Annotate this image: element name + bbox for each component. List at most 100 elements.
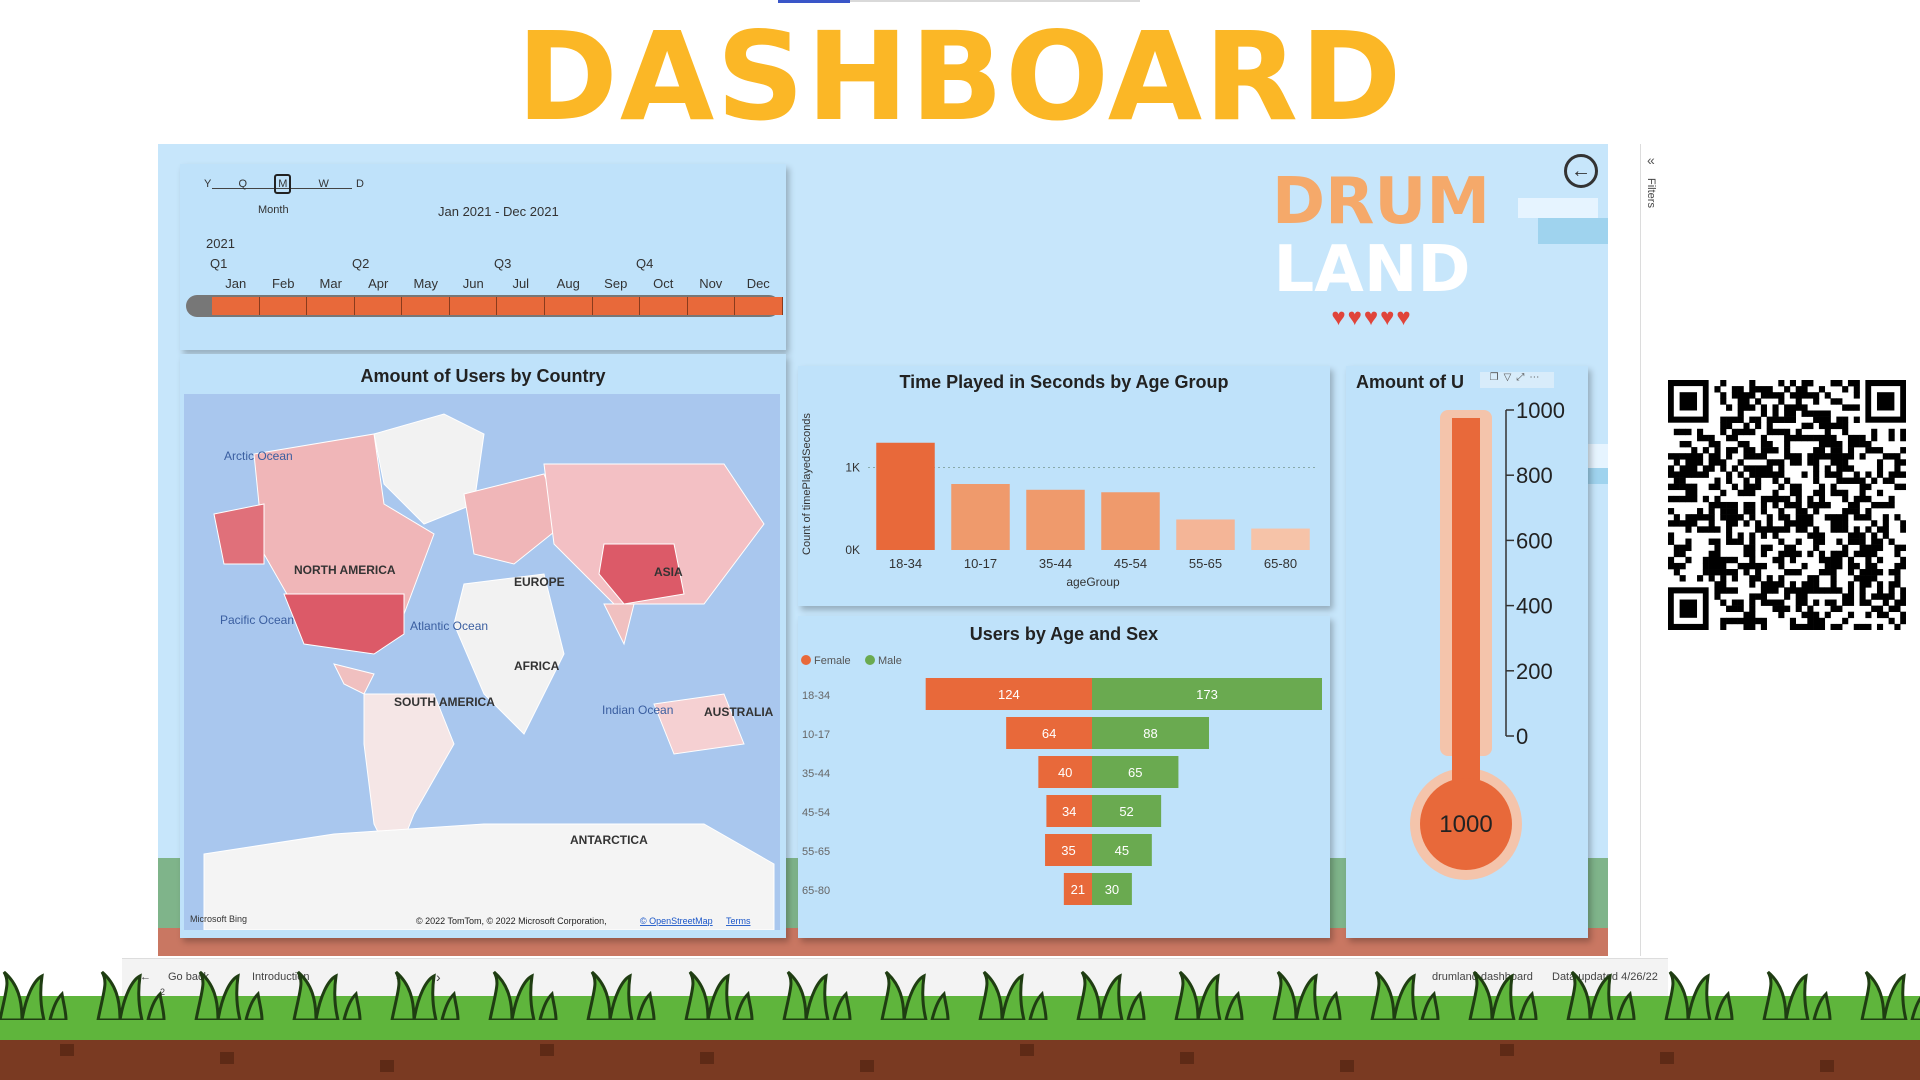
- granularity-q[interactable]: Q: [238, 178, 248, 190]
- qr-module: [1813, 544, 1820, 552]
- qr-module: [1853, 404, 1860, 411]
- qr-module: [1749, 593, 1756, 600]
- qr-module: [1685, 465, 1692, 472]
- female-bar[interactable]: [1046, 795, 1092, 827]
- qr-module: [1807, 532, 1814, 539]
- qr-module: [1836, 520, 1843, 527]
- male-bar[interactable]: [1092, 795, 1162, 827]
- timeline-selection[interactable]: [212, 297, 783, 315]
- qr-module: [1842, 477, 1849, 484]
- collapse-chevron-icon[interactable]: «: [1647, 152, 1655, 168]
- page-name[interactable]: Introduction: [252, 971, 310, 983]
- qr-module: [1731, 569, 1738, 576]
- qr-module: [1865, 471, 1872, 478]
- terms-link[interactable]: Terms: [726, 916, 751, 926]
- qr-module: [1755, 386, 1762, 393]
- qr-module: [1813, 434, 1820, 442]
- bar[interactable]: [951, 484, 1010, 550]
- filters-label[interactable]: Filters: [1645, 178, 1657, 208]
- qr-module: [1731, 520, 1738, 527]
- thermometer-fill[interactable]: [1452, 418, 1480, 804]
- region-usa[interactable]: [283, 593, 405, 655]
- qr-module: [1778, 380, 1785, 387]
- go-back-link[interactable]: Go back: [168, 971, 209, 983]
- male-bar[interactable]: [1092, 678, 1322, 710]
- region-china[interactable]: [598, 543, 685, 605]
- world-map[interactable]: Arctic Ocean NORTH AMERICA EUROPE ASIA Pacif…: [184, 394, 780, 930]
- qr-module: [1743, 520, 1750, 527]
- grass-tuft: [1028, 990, 1048, 1020]
- region-africa[interactable]: [453, 573, 565, 735]
- qr-module: [1784, 550, 1791, 558]
- qr-module: [1836, 447, 1843, 454]
- timeline-month-cell[interactable]: [735, 297, 783, 315]
- female-bar[interactable]: [1045, 834, 1092, 866]
- granularity-d[interactable]: D: [356, 178, 364, 190]
- timeline-month-cell[interactable]: [592, 297, 641, 315]
- male-value-label: 30: [1105, 882, 1119, 897]
- region-australia[interactable]: [653, 693, 745, 755]
- timeline-month-cell[interactable]: [497, 297, 546, 315]
- region-india[interactable]: [603, 603, 635, 646]
- qr-module: [1801, 593, 1808, 600]
- qr-module: [1731, 483, 1738, 491]
- map-label: ANTARCTICA: [570, 833, 648, 847]
- legend-label[interactable]: Male: [878, 655, 902, 667]
- legend-label[interactable]: Female: [814, 655, 851, 667]
- next-page-icon[interactable]: ›: [436, 969, 441, 985]
- timeline-month-cell[interactable]: [402, 297, 450, 315]
- back-button-icon[interactable]: ←: [1564, 154, 1598, 188]
- back-chevron-icon[interactable]: ←: [140, 971, 151, 983]
- bar[interactable]: [1176, 519, 1235, 550]
- filters-pane[interactable]: « Filters: [1640, 144, 1665, 956]
- time-chart-title: Time Played in Seconds by Age Group: [899, 372, 1229, 392]
- qr-module: [1766, 581, 1773, 588]
- qr-module: [1714, 587, 1721, 594]
- timeline-month-cell[interactable]: [212, 297, 260, 315]
- qr-module: [1760, 550, 1767, 558]
- region-europe[interactable]: [463, 473, 565, 565]
- qr-module: [1824, 599, 1831, 606]
- timeline-month-cell[interactable]: [545, 297, 593, 315]
- timeline-month-cell[interactable]: [640, 297, 688, 315]
- granularity-options[interactable]: Y Q M W D: [204, 174, 364, 194]
- qr-module: [1697, 575, 1704, 582]
- timeline-month-cell[interactable]: [449, 297, 498, 315]
- qr-module: [1876, 459, 1884, 466]
- timeline-month-cell[interactable]: [307, 297, 355, 315]
- osm-link[interactable]: © OpenStreetMap: [640, 916, 713, 926]
- qr-module: [1743, 508, 1750, 515]
- qr-module: [1871, 550, 1878, 558]
- timeline-month-cell[interactable]: [354, 297, 403, 315]
- timeline-slicer[interactable]: Y Q M W D Month Jan 2021 - Dec 2021 2021…: [180, 164, 786, 350]
- male-bar[interactable]: [1092, 717, 1209, 749]
- bar[interactable]: [1101, 492, 1160, 550]
- bar[interactable]: [1251, 528, 1310, 550]
- qr-module: [1813, 501, 1820, 509]
- qr-module: [1760, 404, 1767, 411]
- visual-toolbar[interactable]: ❐▽⤢⋯: [1480, 372, 1554, 388]
- timeline-month-cell[interactable]: [687, 297, 736, 315]
- female-bar[interactable]: [1038, 756, 1092, 788]
- bar[interactable]: [876, 442, 935, 550]
- female-bar[interactable]: [1006, 717, 1092, 749]
- female-bar[interactable]: [1063, 873, 1092, 905]
- granularity-y[interactable]: Y: [204, 178, 212, 190]
- male-bar[interactable]: [1092, 873, 1132, 905]
- qr-module: [1691, 483, 1698, 491]
- female-bar[interactable]: [925, 678, 1092, 710]
- male-bar[interactable]: [1092, 756, 1179, 788]
- region-antarctica[interactable]: [203, 823, 775, 930]
- qr-module: [1824, 434, 1831, 442]
- qr-module: [1813, 398, 1820, 405]
- timeline-month-cell[interactable]: [259, 297, 308, 315]
- region-alaska[interactable]: [213, 503, 265, 565]
- qr-module: [1749, 550, 1756, 558]
- male-bar[interactable]: [1092, 834, 1152, 866]
- thermometer-tick-label: 800: [1516, 463, 1553, 488]
- map-title: Amount of Users by Country: [360, 366, 606, 386]
- bar[interactable]: [1026, 489, 1085, 550]
- granularity-w[interactable]: W: [318, 178, 329, 190]
- region-asia[interactable]: [543, 463, 765, 605]
- granularity-m[interactable]: M: [274, 174, 292, 194]
